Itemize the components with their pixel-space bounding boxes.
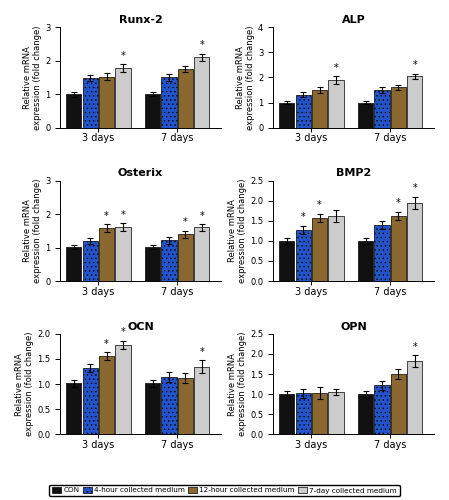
Bar xyxy=(391,87,406,128)
Bar xyxy=(312,90,327,128)
Legend: CON, 4-hour collected medium, 12-hour collected medium, 7-day collected medium: CON, 4-hour collected medium, 12-hour co… xyxy=(49,484,400,496)
Bar xyxy=(145,247,160,281)
Text: *: * xyxy=(199,210,204,220)
Bar xyxy=(162,78,176,128)
Text: *: * xyxy=(396,198,401,208)
Text: *: * xyxy=(183,218,188,228)
Title: ALP: ALP xyxy=(342,15,365,25)
Bar xyxy=(358,394,373,434)
Text: *: * xyxy=(301,212,305,222)
Text: *: * xyxy=(121,50,125,60)
Bar xyxy=(162,240,176,281)
Bar xyxy=(391,374,406,434)
Title: OPN: OPN xyxy=(340,322,367,332)
Bar xyxy=(99,77,114,128)
Bar xyxy=(328,216,343,281)
Bar xyxy=(194,366,209,434)
Bar xyxy=(374,386,390,434)
Bar xyxy=(194,58,209,128)
Y-axis label: Relative mRNA
expression (fold change): Relative mRNA expression (fold change) xyxy=(228,178,247,283)
Bar xyxy=(83,241,98,281)
Bar xyxy=(328,392,343,434)
Text: *: * xyxy=(199,347,204,357)
Text: *: * xyxy=(317,200,322,210)
Y-axis label: Relative mRNA
expression (fold change): Relative mRNA expression (fold change) xyxy=(236,25,255,130)
Text: *: * xyxy=(104,210,109,220)
Bar xyxy=(312,218,327,281)
Bar xyxy=(295,394,311,434)
Bar xyxy=(312,394,327,434)
Bar xyxy=(358,102,373,128)
Bar xyxy=(279,394,294,434)
Y-axis label: Relative mRNA
expression (fold change): Relative mRNA expression (fold change) xyxy=(228,332,247,436)
Bar xyxy=(145,383,160,434)
Bar xyxy=(162,376,176,434)
Y-axis label: Relative mRNA
expression (fold change): Relative mRNA expression (fold change) xyxy=(23,25,42,130)
Bar xyxy=(99,228,114,281)
Text: *: * xyxy=(334,62,339,72)
Bar xyxy=(178,378,193,434)
Bar xyxy=(66,94,81,128)
Y-axis label: Relative mRNA
expression (fold change): Relative mRNA expression (fold change) xyxy=(23,178,42,283)
Bar xyxy=(391,216,406,281)
Bar xyxy=(374,90,390,128)
Bar xyxy=(295,230,311,281)
Bar xyxy=(115,228,131,281)
Bar xyxy=(178,234,193,281)
Bar xyxy=(145,94,160,128)
Bar xyxy=(99,356,114,434)
Text: *: * xyxy=(413,183,417,193)
Bar xyxy=(407,202,423,281)
Text: *: * xyxy=(413,60,417,70)
Bar xyxy=(328,80,343,128)
Bar xyxy=(279,102,294,128)
Title: BMP2: BMP2 xyxy=(336,168,371,178)
Y-axis label: Relative mRNA
expression (fold change): Relative mRNA expression (fold change) xyxy=(15,332,35,436)
Bar xyxy=(115,68,131,128)
Text: *: * xyxy=(121,328,125,338)
Text: *: * xyxy=(104,339,109,349)
Bar xyxy=(279,241,294,281)
Bar xyxy=(358,241,373,281)
Bar xyxy=(407,361,423,434)
Title: Runx-2: Runx-2 xyxy=(119,15,163,25)
Bar xyxy=(83,368,98,434)
Text: *: * xyxy=(413,342,417,351)
Bar xyxy=(83,78,98,128)
Bar xyxy=(66,383,81,434)
Text: *: * xyxy=(199,40,204,50)
Text: *: * xyxy=(121,210,125,220)
Bar xyxy=(407,76,423,128)
Bar xyxy=(295,94,311,128)
Bar xyxy=(115,345,131,434)
Bar xyxy=(178,69,193,128)
Bar xyxy=(194,228,209,281)
Title: OCN: OCN xyxy=(127,322,154,332)
Title: Osterix: Osterix xyxy=(118,168,163,178)
Bar xyxy=(374,225,390,281)
Bar xyxy=(66,247,81,281)
